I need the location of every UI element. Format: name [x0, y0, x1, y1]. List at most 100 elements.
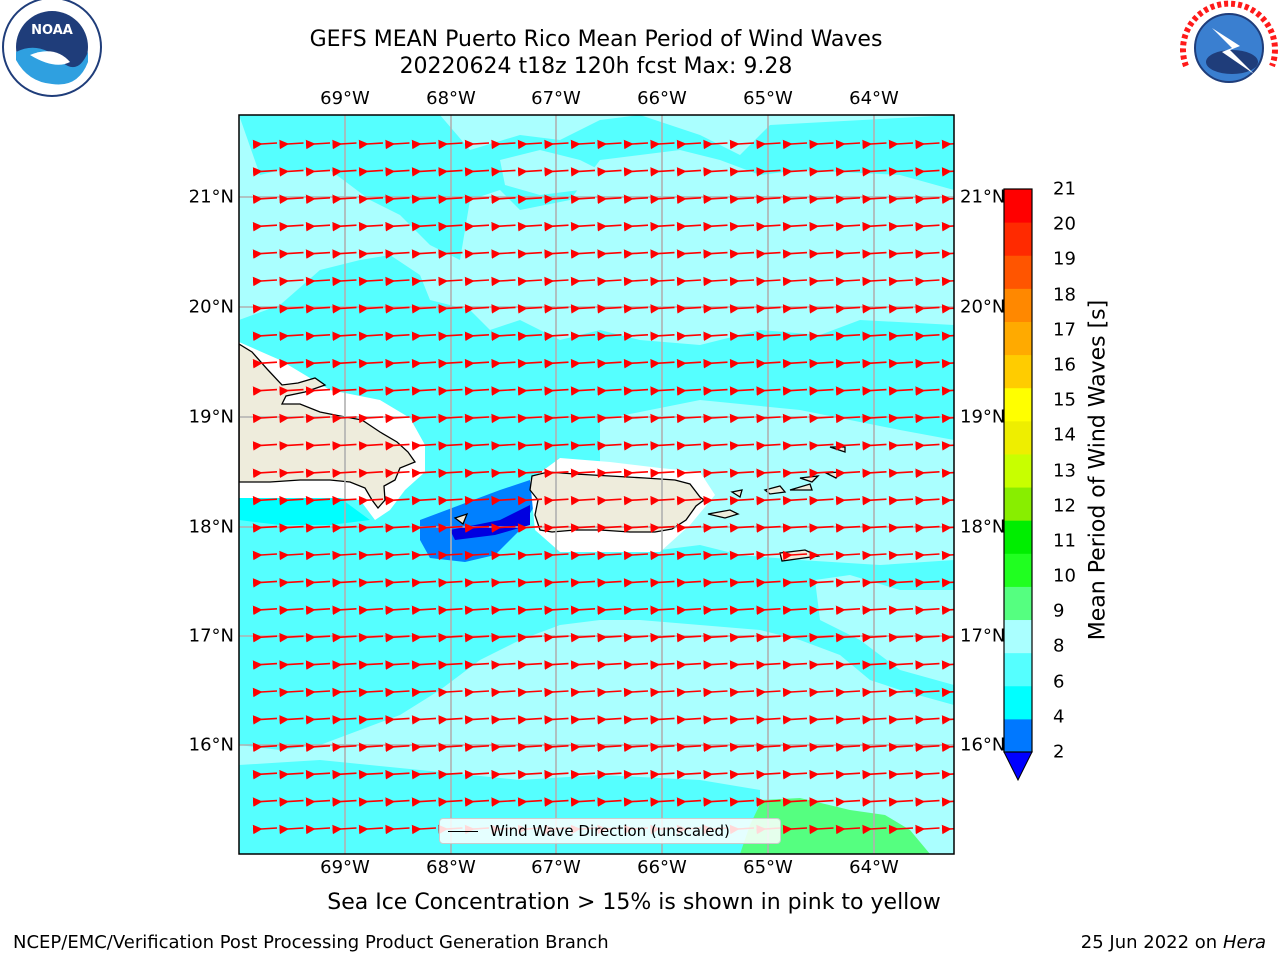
wind-wave-arrow [464, 715, 490, 725]
wind-wave-arrow [544, 249, 569, 259]
wind-wave-arrow [888, 358, 914, 369]
wind-wave-arrow [385, 441, 410, 451]
wind-wave-arrow [782, 221, 808, 232]
wind-wave-arrow [862, 221, 887, 232]
wind-wave-arrow [411, 550, 437, 561]
wind-wave-arrow [650, 468, 675, 479]
wind-wave-arrow [623, 249, 649, 259]
colorbar-frame [1003, 188, 1033, 753]
wind-wave-arrow [623, 715, 649, 725]
wind-wave-arrow [279, 605, 304, 616]
wind-wave-arrow [676, 578, 702, 588]
wind-wave-arrow [756, 276, 781, 287]
wind-wave-arrow [782, 824, 808, 835]
wind-wave-arrow [597, 331, 622, 342]
wind-wave-arrow [358, 276, 384, 287]
wind-wave-arrow [756, 468, 781, 479]
wind-wave-arrow [464, 578, 490, 588]
wind-wave-arrow [835, 715, 861, 725]
wind-wave-arrow [756, 632, 781, 643]
wind-wave-arrow [544, 769, 569, 780]
wind-wave-arrow [570, 742, 596, 753]
wind-wave-arrow [729, 276, 755, 287]
wind-wave-arrow [835, 167, 861, 177]
wind-wave-arrow [941, 797, 954, 807]
wind-wave-arrow [279, 194, 304, 205]
wind-wave-arrow [332, 167, 357, 177]
wind-wave-arrow [491, 304, 516, 314]
wind-wave-arrow [676, 742, 702, 753]
wind-wave-arrow [676, 249, 702, 259]
wind-wave-arrow [756, 769, 781, 780]
lat-label-right: 19°N [960, 406, 1006, 428]
wind-wave-arrow [544, 495, 569, 506]
wind-wave-arrow [782, 578, 808, 588]
wind-wave-arrow [809, 194, 834, 205]
wind-wave-arrow [517, 523, 543, 533]
wind-wave-arrow [650, 167, 675, 177]
wind-wave-arrow [597, 304, 622, 314]
wind-wave-arrow [650, 578, 675, 588]
wind-wave-arrow [729, 578, 755, 588]
wind-wave-arrow [411, 742, 437, 753]
wind-wave-arrow [809, 276, 834, 287]
wind-wave-arrow [862, 742, 887, 753]
colorbar-segment [1004, 586, 1032, 621]
colorbar-segment [1004, 619, 1032, 654]
wind-wave-arrow [888, 687, 914, 698]
wind-wave-arrow [358, 632, 384, 643]
wind-wave-arrow [888, 331, 914, 342]
wind-wave-arrow [650, 742, 675, 753]
wind-wave-arrow [623, 578, 649, 588]
wind-wave-arrow [650, 386, 675, 396]
wind-wave-arrow [650, 304, 675, 314]
wind-wave-arrow [676, 632, 702, 643]
wind-wave-arrow [491, 358, 516, 369]
colorbar [1004, 189, 1032, 753]
wind-wave-arrow [782, 660, 808, 670]
wind-wave-arrow [703, 742, 728, 753]
wind-wave-arrow [756, 167, 781, 177]
wind-wave-arrow [411, 413, 437, 424]
wind-wave-arrow [729, 769, 755, 780]
wind-wave-arrow [862, 167, 887, 177]
wind-wave-arrow [358, 249, 384, 259]
wind-wave-arrow [305, 276, 331, 287]
wind-wave-arrow [782, 797, 808, 807]
wind-wave-arrow [623, 797, 649, 807]
colorbar-tick: 19 [1053, 248, 1076, 270]
lon-label-bottom: 68°W [426, 857, 476, 878]
colorbar-segment [1004, 685, 1032, 720]
wind-wave-arrow [358, 715, 384, 725]
wind-wave-arrow [438, 413, 463, 424]
wind-wave-arrow [650, 797, 675, 807]
wind-wave-arrow [729, 194, 755, 205]
wind-wave-arrow [941, 523, 954, 533]
wind-wave-arrow [570, 578, 596, 588]
wind-wave-arrow [279, 468, 304, 479]
wind-wave-arrow [729, 742, 755, 753]
wind-wave-arrow [888, 523, 914, 533]
chart-title: GEFS MEAN Puerto Rico Mean Period of Win… [309, 27, 883, 52]
wind-wave-arrow [570, 221, 596, 232]
wind-wave-arrow [305, 495, 331, 506]
wind-wave-arrow [517, 304, 543, 314]
wind-wave-arrow [915, 715, 940, 725]
wind-wave-arrow [623, 276, 649, 287]
wind-wave-arrow [332, 769, 357, 780]
wind-wave-arrow [385, 386, 410, 396]
wind-wave-arrow [650, 632, 675, 643]
wind-wave-arrow [941, 441, 954, 451]
wind-wave-arrow [385, 167, 410, 177]
wind-wave-arrow [252, 468, 278, 479]
wind-wave-arrow [835, 797, 861, 807]
wind-wave-arrow [862, 386, 887, 396]
wind-wave-arrow [332, 386, 357, 396]
wind-wave-arrow [491, 578, 516, 588]
wind-wave-arrow [597, 742, 622, 753]
wind-wave-arrow [835, 578, 861, 588]
wind-wave-arrow [676, 660, 702, 670]
lon-label-bottom: 65°W [743, 857, 793, 878]
wind-wave-arrow [729, 605, 755, 616]
wind-wave-arrow [491, 167, 516, 177]
